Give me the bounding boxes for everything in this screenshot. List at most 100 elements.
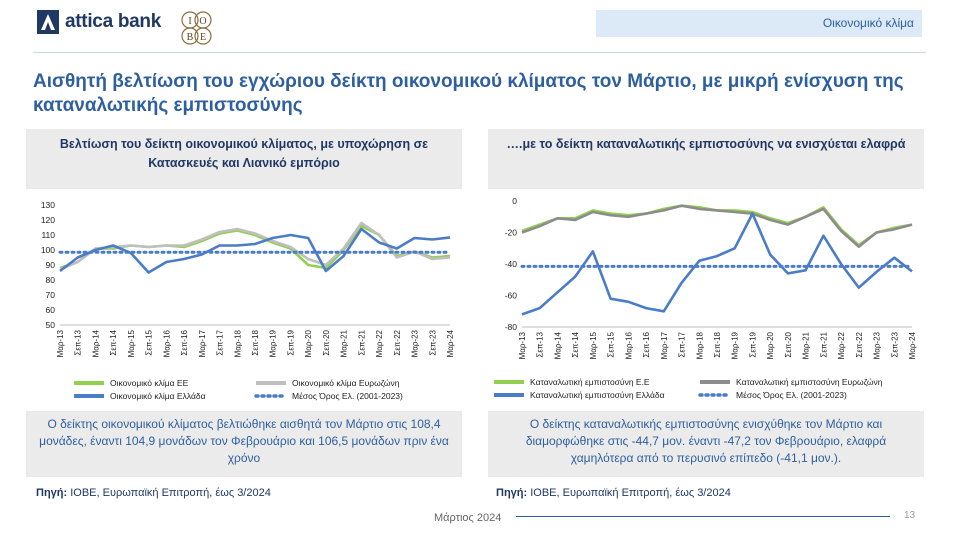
chart-1-series-2	[521, 212, 913, 316]
right-chart-area: -80 -60 -40 -20 0 Μαρ-13 Σεπ-13 Μαρ-14 Σεπ-14 Μαρ…	[488, 189, 924, 411]
right-source: Πηγή: ΙΟΒΕ, Ευρωπαϊκή Επιτροπή, έως 3/20…	[496, 487, 731, 499]
svg-text:Ο: Ο	[199, 16, 206, 27]
right-caption-box	[488, 411, 924, 477]
chart-0-ytick: 120	[41, 215, 55, 225]
chart-0-xtick: Σεπ-19	[286, 329, 295, 355]
chart-1-legend-label: Καταναλωτική εμπιστοσύνη Ε.Ε	[530, 377, 650, 387]
chart-0-legend-label: Οικονομικό κλίμα Ευρωζώνη	[292, 378, 400, 388]
chart-1-xtick: Σεπ-16	[642, 331, 651, 357]
footer-line	[516, 516, 890, 517]
chart-0-xtick: Σεπ-21	[357, 329, 366, 355]
bank-name: attica bank	[65, 11, 161, 32]
chart-1-xtick: Σεπ-14	[571, 331, 580, 357]
chart-1-xtick: Σεπ-21	[819, 331, 828, 357]
chart-0-ytick: 110	[41, 230, 55, 240]
chart-1-series-1	[521, 204, 913, 249]
chart-0-xtick: Σεπ-16	[180, 329, 189, 355]
chart-0-xtick: Μαρ-22	[375, 329, 384, 357]
left-chart: 50 60 70 80 90 100 110 120 130 Μαρ-13 Σεπ-13 Μαρ-14…	[41, 200, 455, 401]
chart-0-xtick: Σεπ-20	[322, 329, 331, 355]
left-caption: Ο δείκτης οικονομικού κλίματος βελτιώθηκ…	[39, 417, 449, 465]
chart-1-xtick: Μαρ-15	[589, 331, 598, 359]
right-source-label: Πηγή:	[496, 487, 528, 499]
attica-bank-logo: attica bank	[37, 10, 161, 34]
chart-1-legend-label: Καταναλωτική εμπιστοσύνη Ελλάδα	[530, 390, 665, 400]
left-caption-box	[26, 411, 462, 477]
chart-1-xtick: Σεπ-22	[855, 331, 864, 357]
left-source: Πηγή: ΙΟΒΕ, Ευρωπαϊκή Επιτροπή, έως 3/20…	[36, 487, 271, 499]
chart-0-xtick: Μαρ-18	[233, 329, 242, 357]
section-tag: Οικονομικό κλίμα	[596, 10, 922, 37]
chart-0-xtick: Σεπ-15	[145, 329, 154, 355]
chart-0-legend-label: Οικονομικό κλίμα Ελλάδα	[110, 391, 206, 401]
chart-1-xtick: Μαρ-22	[837, 331, 846, 359]
chart-1-xtick: Μαρ-13	[518, 331, 527, 359]
left-source-label: Πηγή:	[36, 487, 68, 499]
iobe-logo: Ι Ο Β Ε	[181, 11, 212, 45]
left-chart-area: 50 60 70 80 90 100 110 120 130 Μαρ-13 Σεπ-13 Μαρ-14…	[26, 189, 462, 411]
chart-0-ytick: 100	[41, 245, 55, 255]
chart-0-xtick: Μαρ-17	[198, 329, 207, 357]
chart-0-xtick: Σεπ-23	[428, 329, 437, 355]
section-tag-label: Οικονομικό κλίμα	[822, 16, 914, 30]
chart-0-ytick: 90	[46, 260, 56, 270]
chart-1-xtick: Μαρ-24	[908, 331, 917, 359]
chart-0-xtick: Μαρ-23	[411, 329, 420, 357]
chart-0-xtick: Σεπ-18	[251, 329, 260, 355]
chart-1-ytick: -60	[505, 291, 518, 301]
right-source-text: ΙΟΒΕ, Ευρωπαϊκή Επιτροπή, έως 3/2024	[530, 487, 731, 499]
chart-1-xtick: Μαρ-20	[766, 331, 775, 359]
chart-1-xtick: Μαρ-23	[873, 331, 882, 359]
chart-0-xtick: Μαρ-20	[304, 329, 313, 357]
chart-0-xtick: Μαρ-21	[340, 329, 349, 357]
right-caption: Ο δείκτης καταναλωτικής εμπιστοσύνης ενι…	[525, 417, 887, 465]
chart-1-xtick: Σεπ-17	[678, 331, 687, 357]
chart-0-ytick: 80	[46, 275, 56, 285]
left-source-text: ΙΟΒΕ, Ευρωπαϊκή Επιτροπή, έως 3/2024	[70, 487, 271, 499]
chart-1-ytick: -80	[505, 322, 518, 332]
chart-0-xtick: Μαρ-24	[446, 329, 455, 357]
attica-logo-icon	[37, 10, 59, 34]
chart-1-xtick: Σεπ-15	[607, 331, 616, 357]
left-panel-title: Βελτίωση του δείκτη οικονομικού κλίματος…	[59, 137, 429, 170]
page-number: 13	[904, 510, 916, 521]
svg-text:Ε: Ε	[200, 32, 206, 43]
chart-1-legend-label: Μέσος Όρος Ελ. (2001-2023)	[736, 390, 847, 400]
left-panel-header	[26, 129, 462, 189]
chart-1-xtick: Μαρ-16	[624, 331, 633, 359]
chart-0-xtick: Μαρ-16	[162, 329, 171, 357]
chart-0-xtick: Μαρ-15	[127, 329, 136, 357]
chart-0-xtick: Σεπ-17	[216, 329, 225, 355]
chart-0-ytick: 70	[46, 290, 56, 300]
chart-1-xtick: Σεπ-19	[748, 331, 757, 357]
chart-0-ytick: 130	[41, 200, 55, 210]
chart-0-series-2	[59, 227, 451, 274]
chart-0-series-1	[59, 221, 451, 271]
chart-1-xtick: Σεπ-23	[890, 331, 899, 357]
chart-0-ytick: 60	[46, 305, 56, 315]
chart-1-ytick: -40	[505, 259, 518, 269]
right-panel-title: ….με το δείκτη καταναλωτικής εμπιστοσύνη…	[506, 137, 906, 151]
right-chart: -80 -60 -40 -20 0 Μαρ-13 Σεπ-13 Μαρ-14 Σεπ-14 Μαρ…	[494, 196, 917, 400]
chart-0-xtick: Μαρ-19	[269, 329, 278, 357]
chart-0-ytick: 50	[46, 320, 56, 330]
chart-0-xtick: Μαρ-13	[56, 329, 65, 357]
chart-0-legend-label: Οικονομικό κλίμα ΕΕ	[110, 378, 189, 388]
chart-0-xtick: Σεπ-14	[109, 329, 118, 355]
chart-0-xtick: Σεπ-13	[74, 329, 83, 355]
chart-1-xtick: Μαρ-17	[660, 331, 669, 359]
chart-1-ytick: 0	[512, 196, 517, 206]
chart-1-xtick: Σεπ-13	[536, 331, 545, 357]
chart-0-xtick: Μαρ-14	[91, 329, 100, 357]
chart-0-legend-label: Μέσος Όρος Ελ. (2001-2023)	[292, 391, 403, 401]
chart-1-xtick: Μαρ-18	[695, 331, 704, 359]
chart-1-xtick: Μαρ-19	[731, 331, 740, 359]
chart-1-xtick: Σεπ-18	[713, 331, 722, 357]
svg-text:Ι: Ι	[188, 16, 191, 27]
chart-1-legend-label: Καταναλωτική εμπιστοσύνη Ευρωζώνη	[736, 377, 883, 387]
chart-1-ytick: -20	[505, 228, 518, 238]
chart-1-xtick: Σεπ-20	[784, 331, 793, 357]
chart-0-xtick: Σεπ-22	[393, 329, 402, 355]
chart-1-xtick: Μαρ-14	[553, 331, 562, 359]
right-panel-header	[488, 129, 924, 189]
